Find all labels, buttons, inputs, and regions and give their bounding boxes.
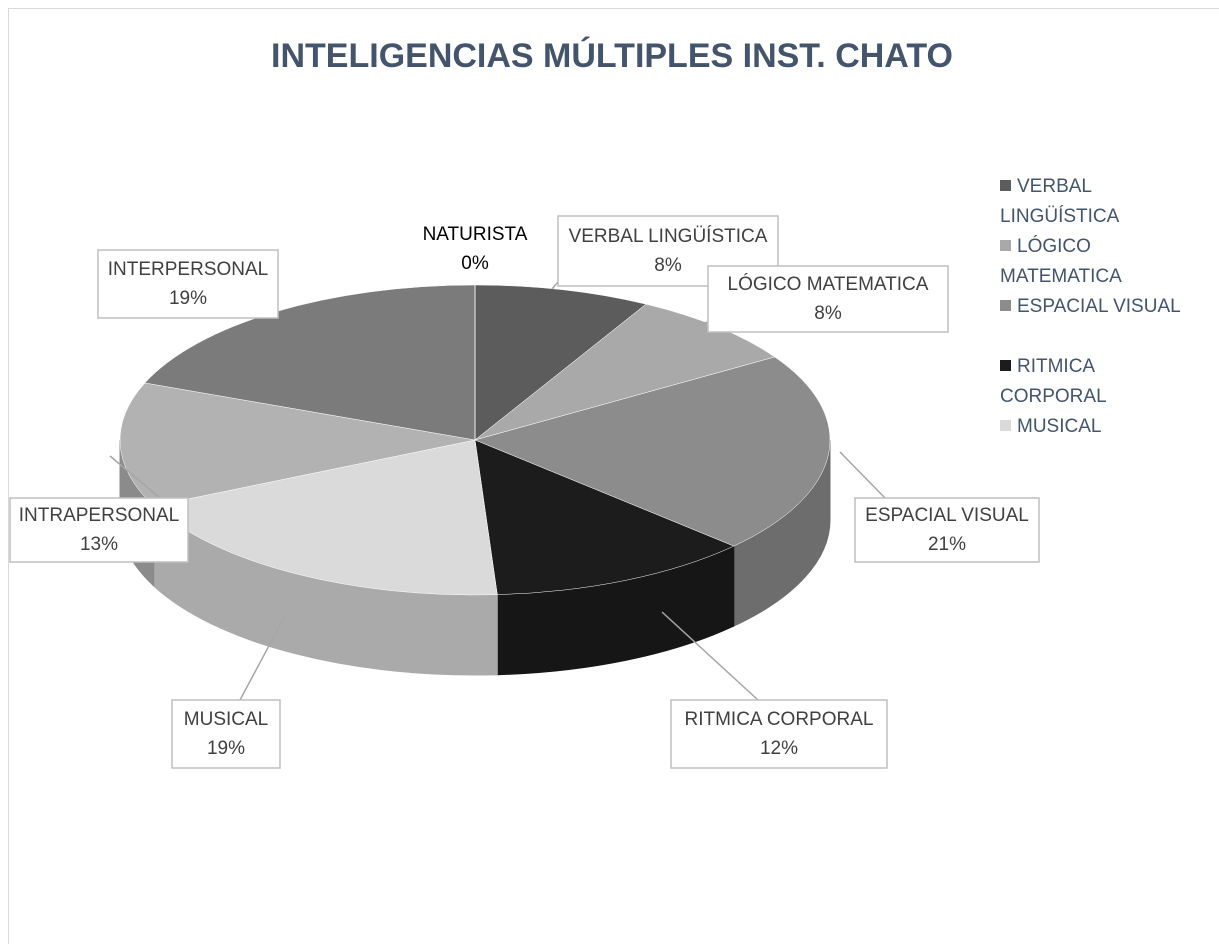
- data-label-value: 8%: [814, 303, 842, 324]
- legend-label: LÓGICO MATEMATICA: [1000, 236, 1122, 287]
- legend-swatch: [1000, 180, 1011, 191]
- leader-line: [661, 611, 759, 701]
- leader-line: [551, 281, 559, 290]
- legend-swatch: [1000, 300, 1011, 311]
- label-box: [670, 699, 888, 769]
- chart-title: INTELIGENCIAS MÚLTIPLES INST. CHATO: [271, 37, 953, 75]
- leader-line: [239, 613, 287, 701]
- legend-label: VERBAL LINGÜÍSTICA: [1000, 176, 1120, 227]
- leader-line: [839, 451, 886, 499]
- data-label-name: NATURISTA: [423, 224, 528, 245]
- leader-line: [109, 455, 161, 499]
- label-box: [171, 699, 281, 769]
- data-label-name: INTRAPERSONAL: [19, 505, 179, 526]
- data-label-name: RITMICA CORPORAL: [685, 709, 874, 730]
- slice: [474, 356, 831, 547]
- slice: [119, 382, 476, 507]
- data-label-value: 19%: [169, 288, 207, 309]
- data-label-name: LÓGICO MATEMATICA: [728, 273, 929, 295]
- legend-label: RITMICA CORPORAL: [1000, 356, 1107, 407]
- legend-swatch: [1000, 240, 1011, 251]
- data-label-value: 21%: [928, 534, 966, 555]
- legend-label: ESPACIAL VISUAL: [1017, 296, 1181, 317]
- data-label-value: 8%: [654, 255, 682, 276]
- label-box: [854, 497, 1040, 563]
- data-label-value: 13%: [80, 534, 118, 555]
- data-label-value: 12%: [760, 738, 798, 759]
- legend-swatch: [1000, 360, 1011, 371]
- legend-entry: ESPACIAL VISUAL: [1000, 292, 1200, 322]
- label-box: [707, 265, 949, 333]
- data-label-value: 0%: [461, 253, 489, 274]
- leader-line: [696, 321, 709, 327]
- legend-swatch: [1000, 420, 1011, 431]
- legend-entry: MUSICAL: [1000, 412, 1200, 442]
- slice: [474, 284, 647, 441]
- legend-label: MUSICAL: [1017, 416, 1102, 437]
- label-box: [9, 497, 189, 563]
- data-label-name: MUSICAL: [184, 709, 268, 730]
- slice: [474, 439, 735, 595]
- legend-entry: VERBAL LINGÜÍSTICA: [1000, 172, 1200, 232]
- data-label-name: ESPACIAL VISUAL: [865, 505, 1029, 526]
- data-label-name: VERBAL LINGÜÍSTICA: [569, 226, 768, 247]
- legend-entry: LÓGICO MATEMATICA: [1000, 232, 1200, 292]
- data-label-name: INTERPERSONAL: [108, 259, 268, 280]
- data-label-value: 19%: [207, 738, 245, 759]
- label-box: [97, 249, 279, 319]
- legend-entry: RITMICA CORPORAL: [1000, 352, 1200, 412]
